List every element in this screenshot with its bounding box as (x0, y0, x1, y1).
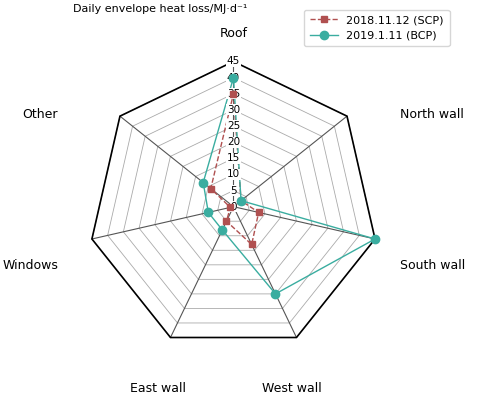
Text: 40: 40 (227, 73, 240, 83)
Text: 10: 10 (227, 170, 240, 180)
Text: 15: 15 (227, 153, 240, 163)
Text: Roof: Roof (220, 27, 248, 40)
Text: 30: 30 (227, 105, 240, 115)
Text: Daily envelope heat loss/MJ·d⁻¹: Daily envelope heat loss/MJ·d⁻¹ (73, 4, 248, 14)
Legend: 2018.11.12 (SCP), 2019.1.11 (BCP): 2018.11.12 (SCP), 2019.1.11 (BCP) (304, 10, 450, 46)
Text: 0: 0 (230, 202, 236, 212)
Text: East wall: East wall (130, 382, 186, 395)
Text: North wall: North wall (400, 108, 464, 121)
Text: Windows: Windows (2, 259, 58, 272)
Text: Other: Other (22, 108, 58, 121)
Text: 45: 45 (227, 56, 240, 66)
Text: West wall: West wall (262, 382, 322, 395)
Text: 5: 5 (230, 186, 237, 196)
Text: 25: 25 (227, 121, 240, 131)
Text: South wall: South wall (400, 259, 466, 272)
Text: 35: 35 (227, 89, 240, 99)
Text: 20: 20 (227, 137, 240, 147)
